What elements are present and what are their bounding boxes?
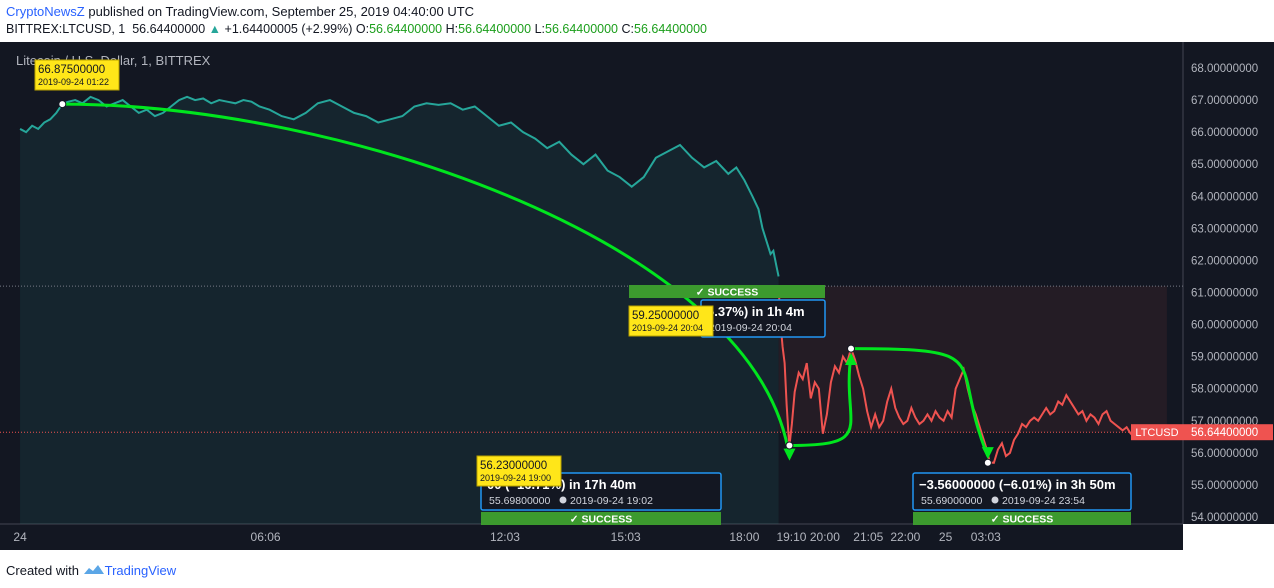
author-link[interactable]: CryptoNewsZ	[6, 4, 85, 19]
x-tick-label: 20:00	[810, 530, 840, 544]
arrowhead-up-icon	[845, 353, 858, 366]
move-info-box-3: −3.56000000 (−6.01%) in 3h 50m 55.6900000…	[912, 472, 1132, 511]
low-value: 56.64400000	[545, 22, 619, 36]
clock-icon	[559, 496, 567, 504]
callout-time: 2019-09-24 01:22	[38, 77, 109, 87]
x-tick-label: 22:00	[890, 530, 920, 544]
success-label: ✓ SUCCESS	[991, 514, 1053, 526]
callout-box	[476, 455, 562, 487]
arrowhead-down-icon	[783, 448, 796, 461]
open-label: O:	[355, 22, 370, 36]
callout-price: 66.87500000	[38, 64, 105, 76]
callout-box	[34, 59, 120, 91]
x-tick-label: 19:10	[776, 530, 806, 544]
arrowhead-down-icon	[981, 447, 994, 460]
close-label: C:	[621, 22, 635, 36]
info-box-price: 55.69000000	[921, 495, 982, 507]
tradingview-link[interactable]: TradingView	[104, 563, 177, 578]
symbol-tag-bg	[1131, 424, 1183, 441]
published-text: published on TradingView.com, September …	[84, 4, 475, 19]
clock-icon	[991, 496, 999, 504]
price-axis-background	[1183, 42, 1274, 524]
info-box-time: 2019-09-24 19:02	[570, 495, 653, 507]
y-tick-label: 67.00000000	[1191, 95, 1258, 107]
y-tick-label: 58.00000000	[1191, 384, 1258, 396]
callout-box	[628, 305, 714, 337]
y-tick-label: 59.00000000	[1191, 352, 1258, 364]
anchor-point	[785, 441, 794, 450]
move-arrow-1	[62, 102, 791, 458]
success-badge: ✓ SUCCESS	[629, 285, 825, 299]
success-label: ✓ SUCCESS	[696, 287, 758, 299]
change-value: +1.64400005 (+2.99%)	[224, 22, 353, 36]
open-value: 56.64400000	[369, 22, 443, 36]
y-tick-label: 68.00000000	[1191, 63, 1258, 75]
footer: Created with TradingView	[6, 563, 176, 578]
close-value: 56.64400000	[634, 22, 707, 36]
info-box-time: 2019-09-24 23:54	[1002, 495, 1085, 507]
time-axis-background	[0, 524, 1183, 550]
move-arrow-2	[789, 354, 853, 447]
x-tick-label: 18:00	[729, 530, 759, 544]
y-tick-label: 55.00000000	[1191, 480, 1258, 492]
x-tick-label: 24	[13, 530, 27, 544]
x-tick-label: 12:03	[490, 530, 520, 544]
x-tick-label: 21:05	[853, 530, 883, 544]
y-tick-label: 62.00000000	[1191, 255, 1258, 267]
callout-time: 2019-09-24 19:00	[480, 473, 551, 483]
callout-price: 59.25000000	[632, 310, 699, 322]
symbol-tag-label: LTCUSD	[1135, 427, 1178, 439]
last-price: 56.64400000	[132, 22, 206, 36]
symbol-label: BITTREX:LTCUSD, 1	[6, 22, 126, 36]
success-bar	[629, 285, 825, 298]
y-tick-label: 56.00000000	[1191, 448, 1258, 460]
price-chart[interactable]: 54.0000000055.0000000056.0000000057.0000…	[0, 42, 1274, 550]
info-box-time: 2019-09-24 20:04	[709, 322, 792, 334]
success-label: ✓ SUCCESS	[570, 514, 632, 526]
info-box-change: −3.56000000 (−6.01%) in 3h 50m	[919, 477, 1116, 492]
series-up-area	[20, 96, 779, 524]
high-label: H:	[445, 22, 459, 36]
x-tick-label: 06:06	[251, 530, 281, 544]
y-tick-label: 60.00000000	[1191, 320, 1258, 332]
chart-attribution: CryptoNewsZ published on TradingView.com…	[6, 4, 474, 19]
callout-price: 56.23000000	[480, 460, 547, 472]
y-tick-label: 61.00000000	[1191, 288, 1258, 300]
info-box-change: 5.37%) in 1h 4m	[707, 304, 805, 319]
symbol-ohlc-line: BITTREX:LTCUSD, 1 56.64400000 ▲ +1.64400…	[6, 22, 707, 36]
move-info-box-2: 5.37%) in 1h 4m 2019-09-24 20:04	[700, 299, 826, 338]
x-tick-label: 25	[939, 530, 953, 544]
created-with-text: Created with	[6, 563, 79, 578]
y-tick-label: 63.00000000	[1191, 223, 1258, 235]
success-bar	[913, 512, 1131, 525]
anchor-point	[58, 100, 67, 109]
high-value: 56.64400000	[458, 22, 532, 36]
y-tick-label: 64.00000000	[1191, 191, 1258, 203]
low-label: L:	[534, 22, 546, 36]
y-tick-label: 66.00000000	[1191, 127, 1258, 139]
callout-time: 2019-09-24 20:04	[632, 323, 703, 333]
success-bar	[481, 512, 721, 525]
move-arrow-3	[851, 347, 990, 457]
last-price-tag-bg	[1183, 424, 1273, 441]
y-tick-label: 65.00000000	[1191, 159, 1258, 171]
anchor-point	[983, 458, 992, 467]
x-tick-label: 03:03	[971, 530, 1001, 544]
info-box-price: 55.69800000	[489, 495, 550, 507]
info-box-frame	[912, 472, 1132, 511]
y-tick-label: 54.00000000	[1191, 512, 1258, 524]
success-badge: ✓ SUCCESS	[913, 512, 1131, 526]
x-tick-label: 15:03	[611, 530, 641, 544]
tradingview-cloud-icon	[83, 565, 104, 574]
chart-area[interactable]: 54.00000000 55.00000000 56.00000000 57.0000…	[0, 42, 1274, 550]
change-arrow-icon: ▲	[208, 22, 222, 36]
anchor-point	[847, 344, 856, 353]
success-badge: ✓ SUCCESS	[481, 512, 721, 526]
last-price-tag-label: 56.64400000	[1191, 427, 1258, 439]
